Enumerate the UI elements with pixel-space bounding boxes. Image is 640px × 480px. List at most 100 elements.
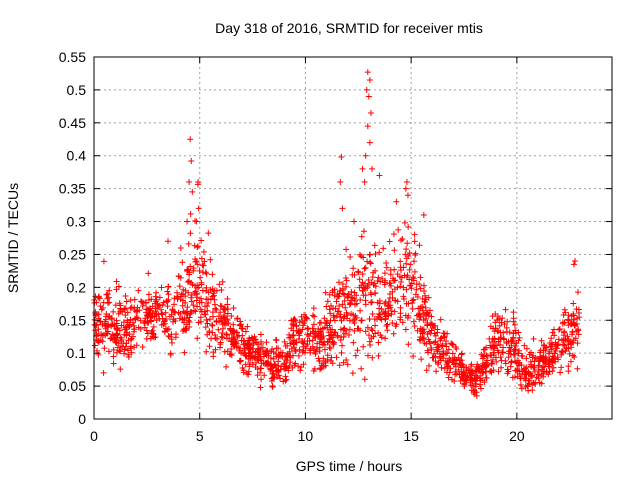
data-point (372, 250, 379, 257)
data-point (291, 316, 298, 323)
data-point (237, 358, 244, 365)
data-point (124, 347, 131, 354)
data-point (482, 374, 489, 381)
data-point (150, 331, 157, 338)
data-point (369, 354, 376, 361)
data-point (195, 179, 202, 186)
data-point (495, 336, 502, 343)
data-point (340, 359, 347, 366)
data-point (397, 304, 404, 311)
data-point (403, 273, 410, 280)
data-point (487, 352, 494, 359)
data-point (351, 316, 358, 323)
data-point (102, 316, 109, 323)
data-point (113, 278, 120, 285)
data-point (448, 340, 455, 347)
data-point (342, 275, 349, 282)
data-point (352, 352, 359, 359)
data-point (269, 346, 276, 353)
data-point (127, 297, 134, 304)
data-point (139, 343, 146, 350)
data-point (286, 353, 293, 360)
data-point (310, 321, 317, 328)
data-point (411, 231, 418, 238)
data-point (156, 315, 163, 322)
data-point (410, 296, 417, 303)
data-point (209, 309, 216, 316)
data-point (360, 254, 367, 261)
data-point (423, 367, 430, 374)
data-point (376, 310, 383, 317)
data-point (242, 350, 249, 357)
data-point (198, 255, 205, 262)
data-point (455, 366, 462, 373)
data-point (303, 315, 310, 322)
data-point (349, 294, 356, 301)
data-point (502, 306, 509, 313)
data-point (92, 327, 99, 334)
data-point (575, 326, 582, 333)
data-point (368, 335, 375, 342)
y-tick-label: 0.25 (59, 246, 86, 262)
data-point (444, 350, 451, 357)
data-point (203, 316, 210, 323)
data-point (409, 306, 416, 313)
data-point (271, 361, 278, 368)
data-point (376, 305, 383, 312)
data-point (364, 123, 371, 130)
data-point (154, 305, 161, 312)
x-tick-label: 10 (298, 428, 314, 444)
data-point (226, 335, 233, 342)
data-point (130, 328, 137, 335)
data-point (336, 362, 343, 369)
data-point (259, 344, 266, 351)
data-point (148, 317, 155, 324)
data-point (102, 323, 109, 330)
data-point (499, 315, 506, 322)
data-point (315, 332, 322, 339)
data-point (333, 313, 340, 320)
data-point (303, 315, 310, 322)
data-point (391, 308, 398, 315)
data-point (296, 346, 303, 353)
data-point (421, 287, 428, 294)
data-point (223, 332, 230, 339)
data-point (404, 192, 411, 199)
data-point (188, 294, 195, 301)
data-point (482, 363, 489, 370)
data-point (332, 305, 339, 312)
y-tick-label: 0.45 (59, 115, 86, 131)
data-point (385, 312, 392, 319)
data-point (351, 271, 358, 278)
data-point (364, 69, 371, 76)
data-point (408, 285, 415, 292)
data-point (574, 340, 581, 347)
data-point (167, 351, 174, 358)
data-point (237, 349, 244, 356)
data-point (339, 205, 346, 212)
data-point (197, 314, 204, 321)
data-point (366, 77, 373, 84)
x-tick-label: 20 (509, 428, 525, 444)
data-point (269, 365, 276, 372)
data-point (165, 291, 172, 298)
data-point (332, 329, 339, 336)
data-point (235, 332, 242, 339)
data-point (283, 357, 290, 364)
data-point (165, 332, 172, 339)
data-point (164, 326, 171, 333)
data-point (392, 277, 399, 284)
data-point (324, 319, 331, 326)
data-point (169, 318, 176, 325)
data-point (326, 291, 333, 298)
data-point (257, 384, 264, 391)
data-point (492, 325, 499, 332)
data-point (248, 334, 255, 341)
data-point (118, 337, 125, 344)
data-point (344, 361, 351, 368)
data-point (497, 354, 504, 361)
data-point (406, 249, 413, 256)
data-point (404, 240, 411, 247)
data-point (473, 374, 480, 381)
data-point (476, 366, 483, 373)
